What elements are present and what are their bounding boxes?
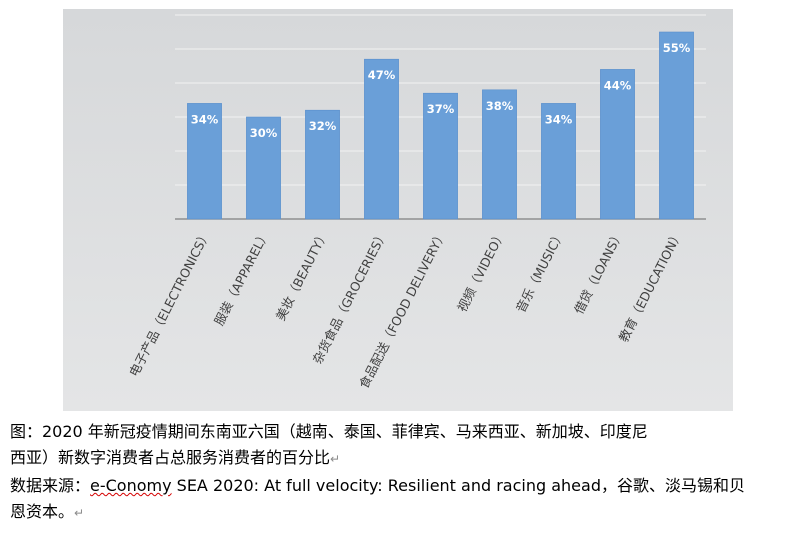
bar [187,103,222,220]
paragraph-mark-icon: ↵ [74,506,85,520]
source-text-2: 恩资本。 [10,502,75,521]
source-prefix: 数据来源： [10,476,91,495]
source-line-1: 数据来源：e-Conomy SEA 2020: At full velocity… [10,474,745,498]
data-label: 38% [486,99,514,113]
data-label: 34% [191,112,219,126]
caption-text-1: 图：2020 年新冠疫情期间东南亚六国（越南、泰国、菲律宾、马来西亚、新加坡、印… [10,422,648,441]
bar-chart: 34%电子产品（ELECTRONICS）30%服装（APPAREL）32%美妆（… [63,9,733,411]
source-spellcheck-word: e-Conomy [90,476,172,495]
bar [541,103,576,220]
caption-line-2: 西亚）新数字消费者占总服务消费者的百分比↵ [10,446,340,471]
data-label: 55% [663,41,691,55]
data-label: 30% [250,126,278,140]
data-label: 47% [368,68,396,82]
data-label: 34% [545,112,573,126]
bar [423,92,458,220]
caption-line-1: 图：2020 年新冠疫情期间东南亚六国（越南、泰国、菲律宾、马来西亚、新加坡、印… [10,420,648,444]
caption-text-2: 西亚）新数字消费者占总服务消费者的百分比 [10,448,331,467]
data-label: 32% [309,119,337,133]
bar [364,58,399,220]
bar [246,116,281,220]
bar [659,31,694,220]
source-line-2: 恩资本。↵ [10,500,84,525]
bar [305,109,340,220]
bar [482,89,517,220]
chart-panel: 34% 电子产品（ELECTRONICS） 30% 服装（APPAREL） 32% 美妆（… [63,9,733,411]
bar [600,69,635,220]
data-label: 44% [604,78,632,92]
paragraph-mark-icon: ↵ [330,452,341,466]
source-text: SEA 2020: At full velocity: Resilient an… [171,476,745,495]
data-label: 37% [427,102,455,116]
